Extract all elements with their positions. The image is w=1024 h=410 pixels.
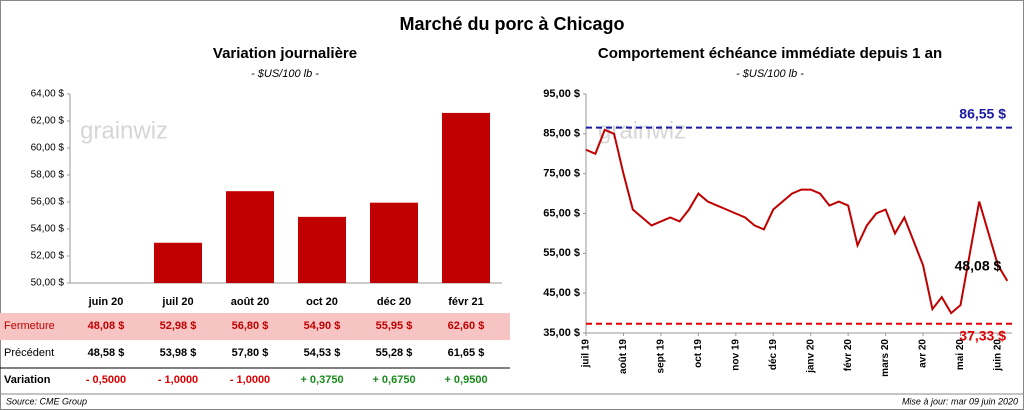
x-tick-label: juin 20	[88, 296, 124, 308]
table-cell: 54,53 $	[304, 347, 341, 359]
table-cell: - 1,0000	[230, 374, 270, 386]
y-tick-label: 52,00 $	[31, 251, 65, 262]
x-tick-label: août 20	[231, 296, 270, 308]
x-tick-label: juin 20	[993, 339, 1004, 372]
chart-title: Comportement échéance immédiate depuis 1…	[598, 45, 942, 62]
source: Source: CME Group	[6, 396, 87, 406]
table-cell: 48,08 $	[88, 320, 125, 332]
table-cell: 57,80 $	[232, 347, 269, 359]
y-tick-label: 55,00 $	[543, 247, 580, 259]
table-cell: 56,80 $	[232, 320, 269, 332]
reference-label: 37,33 $	[959, 327, 1006, 343]
x-tick-label: déc 20	[377, 296, 411, 308]
table-cell: - 1,0000	[158, 374, 198, 386]
line	[585, 128, 1009, 315]
x-tick-label: avr 20	[918, 339, 929, 368]
table-cell: - 0,5000	[86, 374, 126, 386]
page-title: Marché du porc à Chicago	[399, 14, 624, 34]
y-tick-label: 95,00 $	[543, 88, 580, 100]
highlight-row	[0, 313, 510, 340]
y-tick-label: 54,00 $	[31, 224, 65, 235]
x-tick-label: sept 19	[656, 339, 667, 374]
table-cell: 55,95 $	[376, 320, 413, 332]
y-tick-label: 45,00 $	[543, 287, 580, 299]
chart-title: Variation journalière	[213, 45, 357, 62]
table-cell: 53,98 $	[160, 347, 197, 359]
x-tick-label: juil 20	[161, 296, 193, 308]
row-label: Précédent	[4, 347, 54, 359]
table-cell: 48,58 $	[88, 347, 125, 359]
chart-subtitle: - $US/100 lb -	[251, 68, 319, 80]
x-tick-label: févr 21	[448, 296, 483, 308]
updated: Mise à jour: mar 09 juin 2020	[902, 396, 1018, 406]
table-cell: 62,60 $	[448, 320, 485, 332]
x-tick-label: août 19	[618, 339, 629, 374]
row-label: Fermeture	[4, 320, 55, 332]
x-tick-label: déc 19	[768, 339, 779, 371]
y-tick-label: 85,00 $	[543, 128, 580, 140]
table-cell: 52,98 $	[160, 320, 197, 332]
table-cell: 61,65 $	[448, 347, 485, 359]
bar	[298, 216, 346, 283]
bar	[370, 202, 418, 283]
table-cell: 55,28 $	[376, 347, 413, 359]
table-cell: + 0,9500	[444, 374, 487, 386]
table-cell: + 0,6750	[372, 374, 415, 386]
y-tick-label: 58,00 $	[31, 170, 65, 181]
bar	[154, 242, 202, 283]
chart-subtitle: - $US/100 lb -	[736, 68, 804, 80]
last-value-label: 48,08 $	[955, 258, 1002, 274]
y-tick-label: 50,00 $	[31, 278, 65, 289]
table-cell: + 0,3750	[300, 374, 343, 386]
x-tick-label: janv 20	[805, 339, 816, 374]
reference-label: 86,55 $	[959, 105, 1006, 121]
table-cell: 54,90 $	[304, 320, 341, 332]
bar	[226, 191, 274, 283]
y-tick-label: 64,00 $	[31, 89, 65, 100]
y-tick-label: 56,00 $	[31, 197, 65, 208]
y-tick-label: 75,00 $	[543, 168, 580, 180]
x-tick-label: mai 20	[955, 339, 966, 371]
y-tick-label: 60,00 $	[31, 143, 65, 154]
x-tick-label: juil 19	[581, 339, 592, 369]
watermark: grainwiz	[80, 117, 168, 144]
y-tick-label: 35,00 $	[543, 327, 580, 339]
row-label: Variation	[4, 374, 51, 386]
bar	[442, 112, 490, 284]
y-tick-label: 62,00 $	[31, 116, 65, 127]
y-tick-label: 65,00 $	[543, 207, 580, 219]
x-tick-label: oct 20	[306, 296, 338, 308]
x-tick-label: mars 20	[880, 339, 891, 377]
x-tick-label: nov 19	[730, 339, 741, 371]
watermark: grainwiz	[598, 117, 686, 144]
x-tick-label: oct 19	[693, 339, 704, 368]
x-tick-label: févr 20	[843, 339, 854, 372]
